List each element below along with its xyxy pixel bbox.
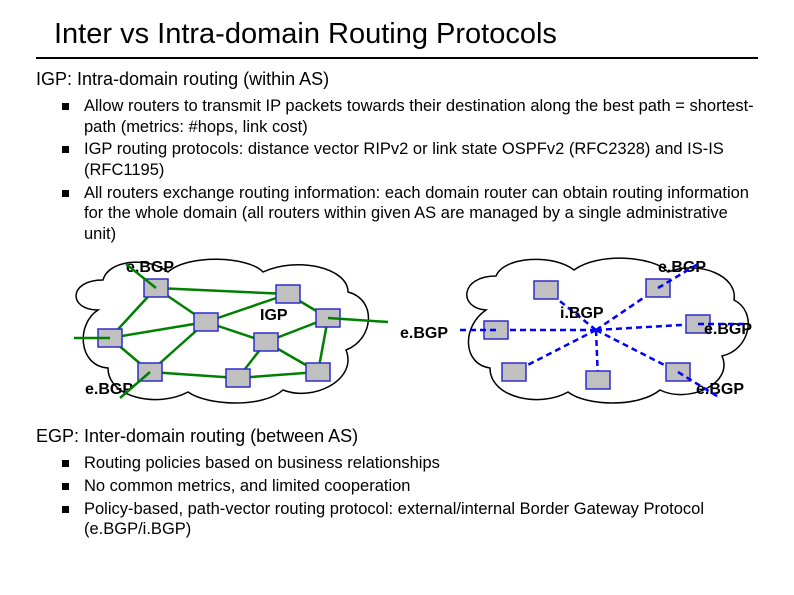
igp-heading: IGP: Intra-domain routing (within AS) xyxy=(36,69,758,90)
egp-bullet: No common metrics, and limited cooperati… xyxy=(62,476,758,497)
network-diagram: e.BGP e.BGP IGP e.BGP i.BGP e.BGP e.BGP … xyxy=(36,250,758,420)
label-ebgp: e.BGP xyxy=(658,259,706,276)
label-igp: IGP xyxy=(260,307,288,324)
page-title: Inter vs Intra-domain Routing Protocols xyxy=(54,18,758,51)
egp-bullet: Policy-based, path-vector routing protoc… xyxy=(62,499,758,540)
egp-bullet: Routing policies based on business relat… xyxy=(62,453,758,474)
igp-bullet: IGP routing protocols: distance vector R… xyxy=(62,139,758,180)
label-ebgp: e.BGP xyxy=(126,259,174,276)
label-ebgp: e.BGP xyxy=(400,325,448,342)
title-underline xyxy=(36,57,758,59)
igp-bullet: All routers exchange routing information… xyxy=(62,183,758,245)
egp-heading: EGP: Inter-domain routing (between AS) xyxy=(36,426,758,447)
egp-bullets: Routing policies based on business relat… xyxy=(36,453,758,540)
label-ebgp: e.BGP xyxy=(696,381,744,398)
igp-bullet: Allow routers to transmit IP packets tow… xyxy=(62,96,758,137)
igp-bullets: Allow routers to transmit IP packets tow… xyxy=(36,96,758,244)
label-ibgp: i.BGP xyxy=(560,305,604,322)
label-ebgp: e.BGP xyxy=(85,381,133,398)
